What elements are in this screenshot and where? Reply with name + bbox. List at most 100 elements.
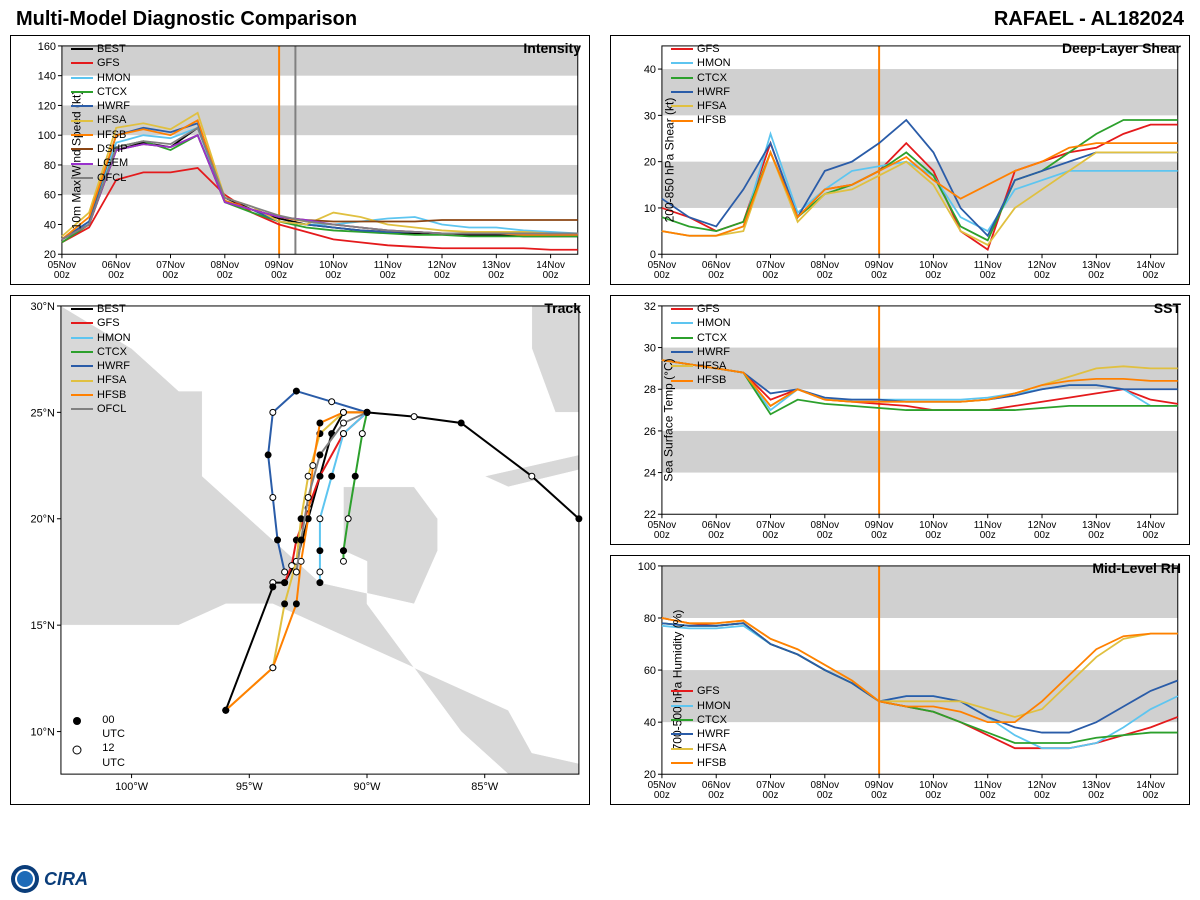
legend-CTCX: CTCX bbox=[697, 71, 727, 85]
cira-logo: CIRA bbox=[10, 864, 88, 894]
legend-HFSB: HFSB bbox=[697, 756, 726, 770]
svg-text:25°N: 25°N bbox=[31, 407, 55, 419]
legend-HFSA: HFSA bbox=[697, 99, 726, 113]
svg-text:00z: 00z bbox=[708, 790, 724, 801]
svg-text:80: 80 bbox=[644, 613, 656, 625]
shear-title: Deep-Layer Shear bbox=[1062, 40, 1181, 56]
svg-text:00z: 00z bbox=[980, 530, 996, 541]
svg-text:00z: 00z bbox=[654, 790, 670, 801]
legend-HFSB: HFSB bbox=[697, 113, 726, 127]
legend-LGEM: LGEM bbox=[97, 156, 128, 170]
svg-text:00z: 00z bbox=[980, 790, 996, 801]
track-legend-HMON: HMON bbox=[97, 331, 131, 345]
svg-text:00z: 00z bbox=[925, 270, 941, 281]
svg-text:00z: 00z bbox=[817, 270, 833, 281]
svg-text:00z: 00z bbox=[654, 270, 670, 281]
svg-text:28: 28 bbox=[644, 384, 656, 396]
legend-HMON: HMON bbox=[97, 71, 131, 85]
title-left: Multi-Model Diagnostic Comparison bbox=[16, 8, 357, 31]
svg-text:00z: 00z bbox=[1143, 270, 1159, 281]
legend-HWRF: HWRF bbox=[97, 99, 130, 113]
sst-title: SST bbox=[1154, 300, 1181, 316]
legend-HFSB: HFSB bbox=[697, 373, 726, 387]
svg-text:00z: 00z bbox=[763, 530, 779, 541]
svg-text:100°W: 100°W bbox=[115, 781, 149, 793]
svg-text:00z: 00z bbox=[925, 530, 941, 541]
svg-text:00z: 00z bbox=[54, 270, 70, 281]
svg-text:00z: 00z bbox=[1088, 530, 1104, 541]
legend-HMON: HMON bbox=[697, 699, 731, 713]
marker-12utc: 12 UTC bbox=[102, 741, 125, 770]
svg-text:00z: 00z bbox=[271, 270, 287, 281]
legend-BEST: BEST bbox=[97, 42, 126, 56]
svg-text:00z: 00z bbox=[980, 270, 996, 281]
track-panel: Track 100°W95°W90°W85°W10°N15°N20°N25°N3… bbox=[10, 295, 590, 805]
svg-text:30: 30 bbox=[644, 343, 656, 355]
svg-text:00z: 00z bbox=[654, 530, 670, 541]
track-legend-CTCX: CTCX bbox=[97, 345, 127, 359]
track-legend-HFSB: HFSB bbox=[97, 388, 126, 402]
svg-text:00z: 00z bbox=[543, 270, 559, 281]
svg-text:20: 20 bbox=[644, 157, 656, 169]
track-title: Track bbox=[544, 300, 581, 316]
svg-text:120: 120 bbox=[38, 100, 56, 112]
track-legend-HWRF: HWRF bbox=[97, 359, 130, 373]
svg-text:80: 80 bbox=[44, 160, 56, 172]
svg-text:00z: 00z bbox=[1034, 790, 1050, 801]
svg-text:60: 60 bbox=[44, 190, 56, 202]
svg-text:00z: 00z bbox=[871, 790, 887, 801]
svg-text:24: 24 bbox=[644, 468, 656, 480]
svg-text:32: 32 bbox=[644, 301, 656, 313]
legend-OFCL: OFCL bbox=[97, 171, 126, 185]
svg-text:00z: 00z bbox=[871, 270, 887, 281]
svg-text:160: 160 bbox=[38, 41, 56, 53]
svg-text:00z: 00z bbox=[325, 270, 341, 281]
legend-HMON: HMON bbox=[697, 316, 731, 330]
legend-HWRF: HWRF bbox=[697, 85, 730, 99]
svg-text:30°N: 30°N bbox=[31, 301, 55, 313]
svg-text:00z: 00z bbox=[380, 270, 396, 281]
svg-text:30: 30 bbox=[644, 110, 656, 122]
svg-text:00z: 00z bbox=[1143, 790, 1159, 801]
legend-CTCX: CTCX bbox=[697, 713, 727, 727]
svg-text:00z: 00z bbox=[763, 790, 779, 801]
track-legend-OFCL: OFCL bbox=[97, 402, 126, 416]
svg-text:00z: 00z bbox=[871, 530, 887, 541]
svg-text:00z: 00z bbox=[817, 790, 833, 801]
intensity-panel: Intensity 10m Max Wind Speed (kt) 204060… bbox=[10, 35, 590, 285]
svg-text:95°W: 95°W bbox=[236, 781, 264, 793]
svg-text:00z: 00z bbox=[217, 270, 233, 281]
svg-text:00z: 00z bbox=[708, 270, 724, 281]
svg-text:00z: 00z bbox=[708, 530, 724, 541]
svg-text:40: 40 bbox=[644, 717, 656, 729]
legend-CTCX: CTCX bbox=[697, 331, 727, 345]
legend-HMON: HMON bbox=[697, 56, 731, 70]
legend-GFS: GFS bbox=[97, 56, 120, 70]
legend-GFS: GFS bbox=[697, 684, 720, 698]
legend-HWRF: HWRF bbox=[697, 345, 730, 359]
svg-text:00z: 00z bbox=[763, 270, 779, 281]
svg-text:00z: 00z bbox=[488, 270, 504, 281]
legend-CTCX: CTCX bbox=[97, 85, 127, 99]
marker-00utc: 00 UTC bbox=[102, 713, 125, 742]
svg-text:10: 10 bbox=[644, 203, 656, 215]
svg-text:100: 100 bbox=[38, 130, 56, 142]
svg-text:26: 26 bbox=[644, 426, 656, 438]
svg-text:40: 40 bbox=[44, 219, 56, 231]
intensity-title: Intensity bbox=[523, 40, 581, 56]
rh-title: Mid-Level RH bbox=[1092, 560, 1181, 576]
svg-text:100: 100 bbox=[638, 561, 656, 573]
svg-text:00z: 00z bbox=[1034, 270, 1050, 281]
svg-text:00z: 00z bbox=[1088, 790, 1104, 801]
svg-text:00z: 00z bbox=[817, 530, 833, 541]
svg-text:60: 60 bbox=[644, 665, 656, 677]
legend-GFS: GFS bbox=[697, 302, 720, 316]
svg-text:00z: 00z bbox=[1088, 270, 1104, 281]
legend-HWRF: HWRF bbox=[697, 727, 730, 741]
sst-panel: SST Sea Surface Temp (°C) 22242628303205… bbox=[610, 295, 1190, 545]
legend-HFSA: HFSA bbox=[97, 113, 126, 127]
legend-HFSA: HFSA bbox=[697, 741, 726, 755]
legend-HFSA: HFSA bbox=[697, 359, 726, 373]
shear-panel: Deep-Layer Shear 200-850 hPa Shear (kt) … bbox=[610, 35, 1190, 285]
svg-text:00z: 00z bbox=[1143, 530, 1159, 541]
